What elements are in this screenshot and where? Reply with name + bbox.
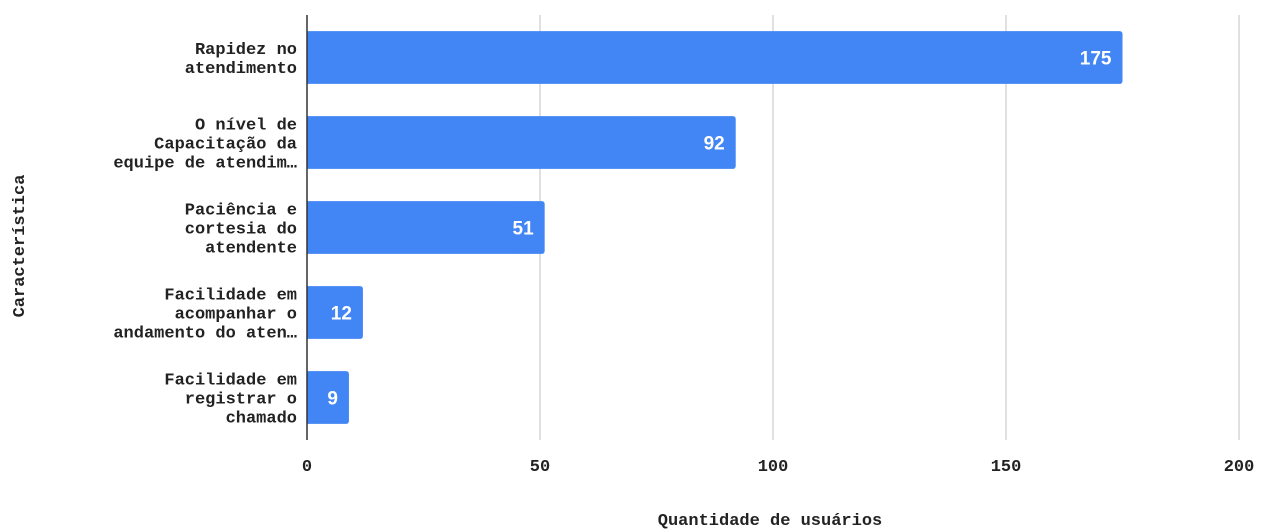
category-label: Paciência e cortesia do atendente xyxy=(185,202,297,259)
bar-value-label: 92 xyxy=(704,134,725,155)
category-label: Rapidez no atendimento xyxy=(185,41,297,79)
bar xyxy=(307,371,349,424)
bar xyxy=(307,201,545,254)
bar-value-label: 51 xyxy=(513,219,535,240)
y-axis-title: Característica xyxy=(11,175,30,318)
x-axis-title: Quantidade de usuários xyxy=(658,512,882,529)
bar xyxy=(307,286,363,339)
x-tick-label: 100 xyxy=(758,458,789,477)
category-label: O nível de Capacitação da equipe de atendi… xyxy=(113,117,297,174)
bar-value-label: 9 xyxy=(327,389,338,410)
category-label: Facilidade em acompanhar o andamento do at… xyxy=(113,287,297,344)
bar-value-label: 12 xyxy=(331,304,352,325)
bar-value-label: 175 xyxy=(1080,49,1112,70)
bars xyxy=(307,31,1123,424)
x-tick-label: 50 xyxy=(530,458,550,477)
bar xyxy=(307,31,1123,84)
x-tick-label: 150 xyxy=(991,458,1022,477)
x-tick-label: 200 xyxy=(1224,458,1255,477)
x-tick-label: 0 xyxy=(302,458,312,477)
labels: 0 50 100 150 200 175 Rapidez no atendimento 92 O … xyxy=(113,41,1254,477)
bar xyxy=(307,116,736,169)
category-label: Facilidade em registrar o chamado xyxy=(164,372,297,429)
